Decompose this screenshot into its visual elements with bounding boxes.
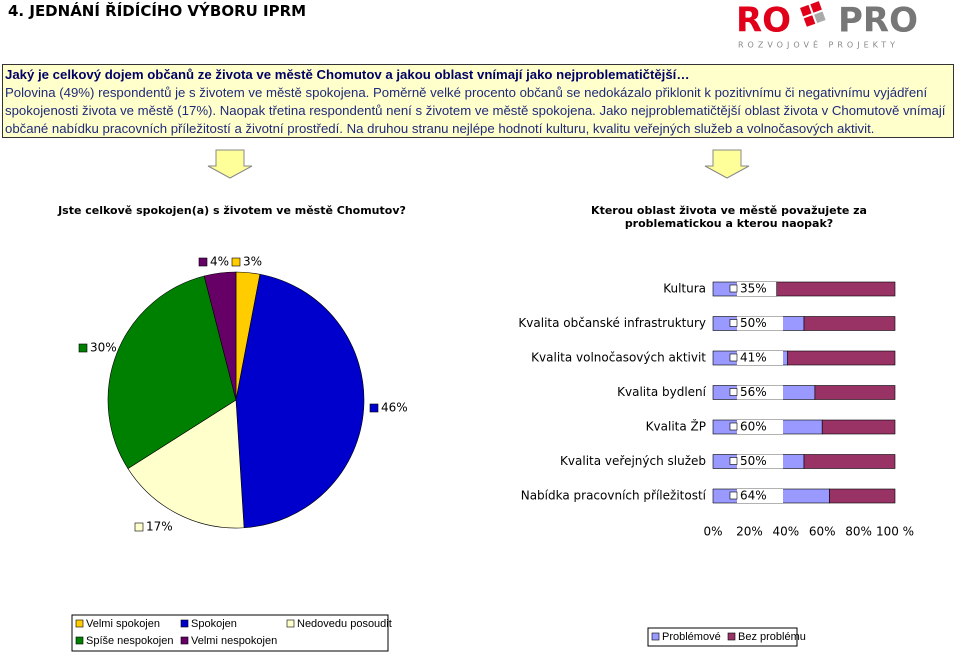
bar (787, 350, 896, 366)
chart-title: Jste celkově spokojen(a) s životem ve mě… (58, 204, 406, 217)
logo-tagline: ROZVOJOVÉ PROJEKTY (738, 39, 899, 50)
data-label: 60% (740, 420, 767, 434)
y-tick-label: Kvalita veřejných služeb (560, 454, 706, 468)
data-label-bg (737, 282, 783, 296)
data-label: 64% (740, 489, 767, 503)
bar (829, 488, 896, 504)
chart-title: Kterou oblast života ve městě považujete… (591, 204, 867, 230)
legend-label: Spíše nespokojen (86, 635, 173, 647)
label-swatch (729, 319, 738, 327)
data-label: 35% (740, 282, 767, 296)
x-tick-label: 60% (809, 525, 836, 539)
label-swatch (231, 257, 241, 267)
data-label: 30% (90, 341, 117, 355)
data-label-bg (737, 351, 783, 365)
pie-slice (203, 271, 237, 401)
x-tick-label: 100 % (876, 525, 914, 539)
label-swatch (369, 403, 379, 413)
y-tick-label: Kvalita ŽP (646, 419, 706, 434)
legend-box (647, 627, 798, 647)
label-swatch (198, 257, 208, 267)
legend-label: Velmi nespokojen (191, 635, 277, 647)
pie-slice (107, 275, 237, 470)
data-label: 50% (740, 454, 767, 468)
logo-pro: PRO (838, 1, 918, 41)
pie-slice (127, 399, 245, 529)
label-swatch (729, 353, 738, 362)
page-title: 4. JEDNÁNÍ ŘÍDÍCÍHO VÝBORU IPRM (8, 2, 307, 20)
legend-label: Nedovedu posoudit (297, 618, 392, 630)
y-tick-label: Kvalita občanské infrastruktury (518, 316, 706, 330)
legend-label: Velmi spokojen (86, 618, 160, 630)
data-label: 17% (146, 520, 173, 534)
data-label: 46% (381, 401, 408, 415)
logo-ro: RO (736, 1, 791, 41)
data-label: 50% (740, 316, 767, 330)
data-label-bg (737, 385, 783, 400)
data-label-bg (737, 420, 783, 434)
bar (776, 281, 896, 297)
legend-swatch (180, 619, 189, 628)
data-label-bg (737, 316, 783, 331)
label-swatch (729, 422, 738, 431)
summary-box: Jaký je celkový dojem občanů ze života v… (2, 64, 954, 138)
y-tick-label: Kvalita volnočasových aktivit (531, 351, 706, 365)
x-tick-label: 20% (736, 525, 763, 539)
legend-label: Problémové (662, 631, 721, 643)
legend-label: Bez problému (738, 631, 806, 643)
x-tick-label: 40% (772, 525, 799, 539)
y-tick-label: Nabídka pracovních příležitostí (521, 489, 707, 503)
logo-icon (800, 1, 826, 27)
label-swatch (729, 388, 738, 396)
bar (814, 385, 896, 400)
legend-swatch (75, 636, 84, 645)
bar (803, 454, 896, 469)
summary-text: Polovina (49%) respondentů je s životem … (5, 85, 946, 136)
data-label: 41% (740, 351, 767, 365)
x-tick-label: 80% (845, 525, 872, 539)
data-label: 56% (740, 385, 767, 399)
bar (803, 316, 896, 331)
summary-heading: Jaký je celkový dojem občanů ze života v… (5, 67, 690, 82)
data-label: 4% (210, 255, 229, 269)
y-tick-label: Kultura (663, 282, 706, 296)
data-label-bg (737, 454, 783, 469)
legend-swatch (651, 632, 660, 641)
bar (821, 419, 896, 435)
arrow (207, 149, 253, 179)
data-label: 3% (243, 255, 262, 269)
data-label-bg (737, 489, 783, 503)
label-swatch (729, 457, 738, 465)
y-tick-label: Kvalita bydlení (617, 385, 707, 399)
pie-slice (235, 273, 365, 529)
legend-label: Spokojen (191, 618, 237, 630)
label-swatch (729, 284, 738, 293)
legend-swatch (180, 636, 189, 645)
legend-swatch (727, 632, 736, 641)
legend-swatch (286, 619, 295, 628)
x-tick-label: 0% (703, 525, 722, 539)
label-swatch (729, 491, 738, 500)
label-swatch (78, 343, 88, 353)
arrow (704, 149, 750, 179)
legend-box (71, 614, 389, 652)
legend-swatch (75, 619, 84, 628)
label-swatch (134, 522, 144, 532)
